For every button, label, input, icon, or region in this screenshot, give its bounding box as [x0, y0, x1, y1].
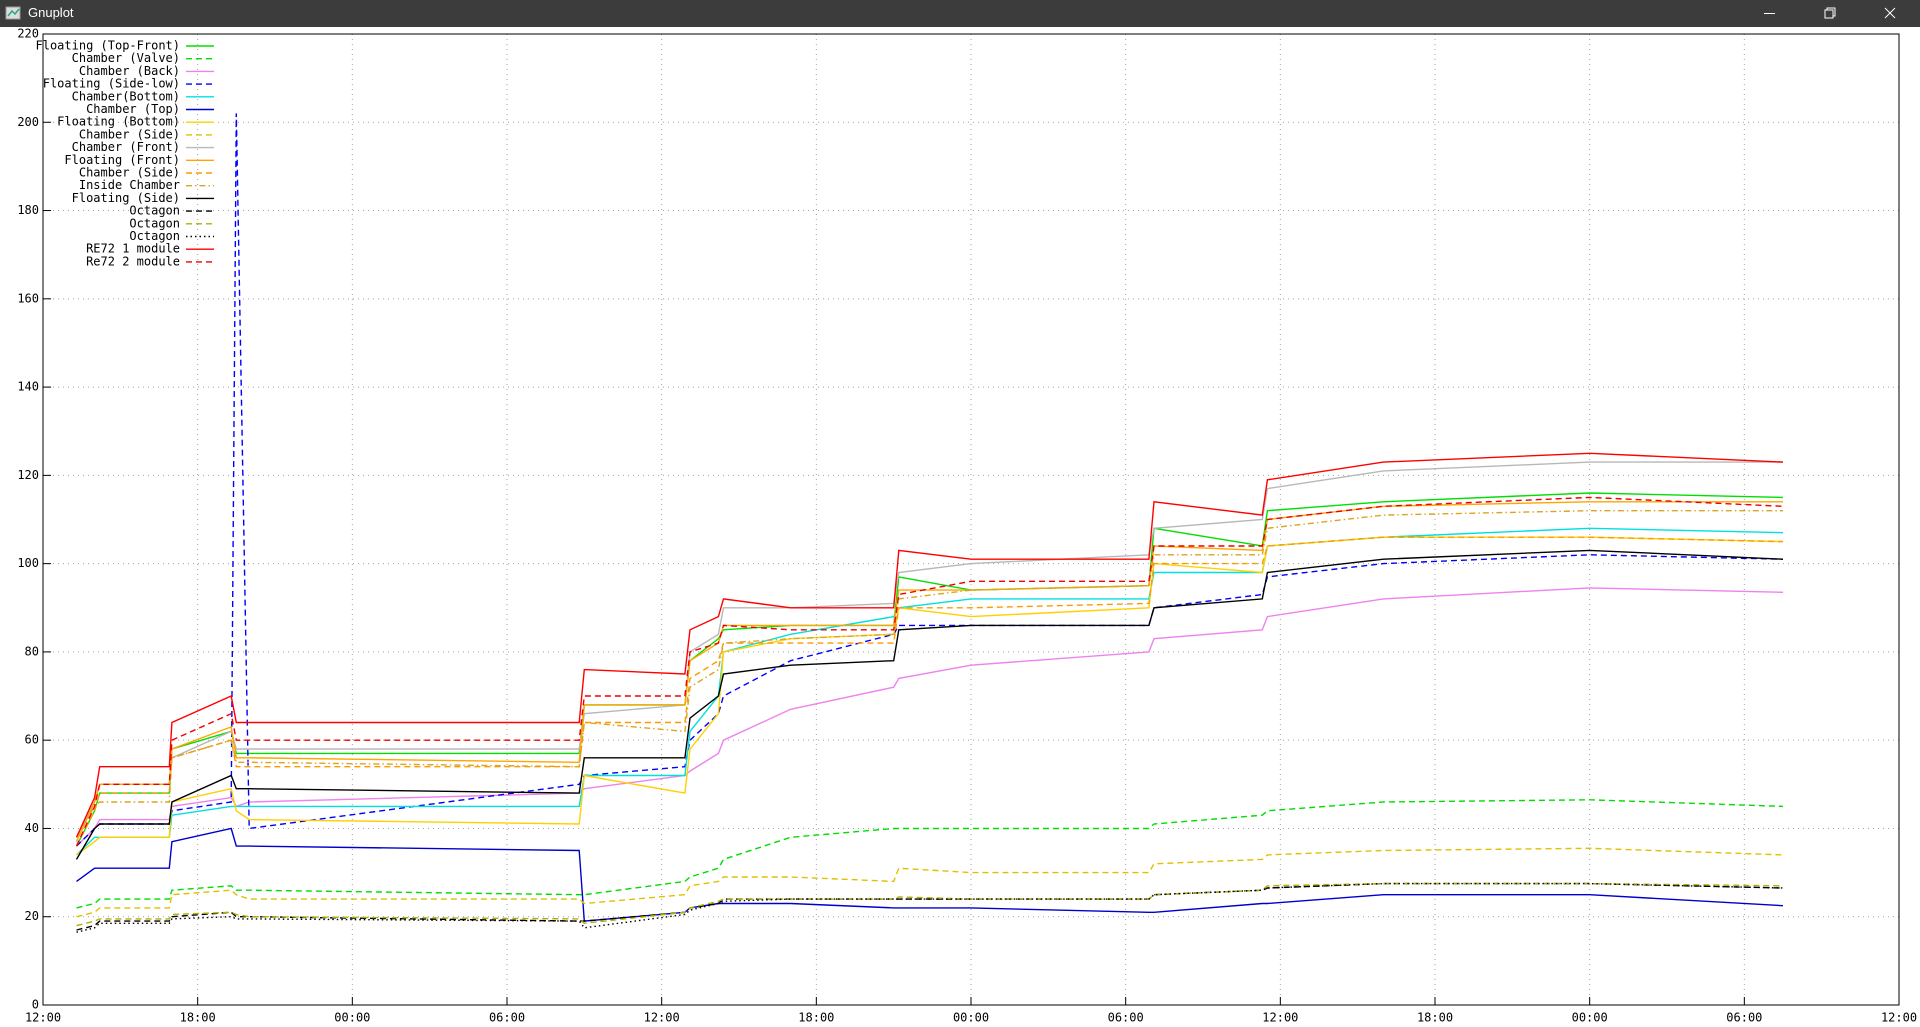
y-tick-label: 120 — [17, 468, 39, 482]
series-line — [75, 496, 1784, 847]
y-tick-label: 100 — [17, 556, 39, 570]
x-tick-label: 00:00 — [1572, 1011, 1608, 1025]
y-tick-label: 0 — [32, 998, 39, 1012]
y-tick-label: 180 — [17, 203, 39, 217]
restore-button[interactable] — [1800, 0, 1860, 27]
legend-label: Chamber (Top) — [86, 102, 180, 116]
x-tick-label: 00:00 — [953, 1011, 989, 1025]
x-tick-label: 12:00 — [1881, 1011, 1917, 1025]
series-line — [76, 882, 1784, 931]
series-line — [75, 549, 1784, 860]
legend-label: Chamber (Side) — [79, 166, 180, 180]
window-controls — [1740, 0, 1920, 27]
legend-label: Floating (Bottom) — [57, 115, 180, 129]
legend-label: RE72 1 module — [86, 242, 180, 256]
app-icon — [5, 6, 21, 20]
x-tick-label: 00:00 — [334, 1011, 370, 1025]
window-title: Gnuplot — [28, 5, 74, 20]
y-tick-label: 140 — [17, 380, 39, 394]
y-tick-label: 220 — [17, 27, 39, 41]
y-tick-label: 200 — [17, 115, 39, 129]
close-button[interactable] — [1860, 0, 1920, 27]
x-tick-label: 06:00 — [1108, 1011, 1144, 1025]
x-tick-label: 12:00 — [644, 1011, 680, 1025]
plot-border — [42, 33, 1900, 1006]
legend-label: Octagon — [129, 216, 180, 230]
series-line — [75, 510, 1783, 838]
series-line — [76, 827, 1784, 922]
series-line — [75, 461, 1783, 838]
y-tick-label: 60 — [25, 733, 39, 747]
legend-label: Octagon — [129, 204, 180, 218]
legend-label: Chamber (Back) — [79, 64, 180, 78]
legend-label: Chamber (Valve) — [72, 51, 180, 65]
series-line — [75, 492, 1784, 847]
y-tick-label: 20 — [25, 909, 39, 923]
minimize-button[interactable] — [1740, 0, 1800, 27]
series-line — [76, 799, 1784, 909]
x-tick-label: 06:00 — [1726, 1011, 1762, 1025]
legend-label: Chamber(Bottom) — [72, 89, 180, 103]
series-line — [76, 882, 1784, 933]
y-tick-label: 40 — [25, 821, 39, 835]
x-tick-label: 18:00 — [798, 1011, 834, 1025]
x-tick-label: 18:00 — [1417, 1011, 1453, 1025]
x-tick-label: 18:00 — [180, 1011, 216, 1025]
legend-label: Floating (Side) — [72, 191, 180, 205]
series-line — [76, 536, 1784, 856]
x-tick-label: 12:00 — [25, 1011, 61, 1025]
x-tick-label: 12:00 — [1262, 1011, 1298, 1025]
series-line — [75, 536, 1784, 847]
y-tick-label: 80 — [25, 644, 39, 658]
legend-label: Re72 2 module — [86, 254, 180, 268]
legend-label: Chamber (Side) — [79, 127, 180, 141]
legend-label: Floating (Front) — [64, 153, 180, 167]
x-tick-label: 06:00 — [489, 1011, 525, 1025]
title-bar: Gnuplot — [0, 0, 1920, 27]
y-tick-label: 160 — [17, 291, 39, 305]
legend-label: Floating (Top-Front) — [36, 39, 181, 53]
series-line — [76, 527, 1784, 856]
series-line — [76, 587, 1784, 847]
series-line — [75, 452, 1784, 838]
legend-label: Chamber (Front) — [72, 140, 180, 154]
series-line — [76, 847, 1784, 918]
legend-label: Inside Chamber — [79, 178, 180, 192]
legend-label: Floating (Side-low) — [43, 77, 180, 91]
series-line — [76, 113, 1784, 847]
series-line — [76, 882, 1784, 927]
legend-label: Octagon — [129, 229, 180, 243]
chart: 0 20 40 60 80 100 120 140 160 180 200 220 12:00 18:00… — [17, 27, 1917, 1025]
